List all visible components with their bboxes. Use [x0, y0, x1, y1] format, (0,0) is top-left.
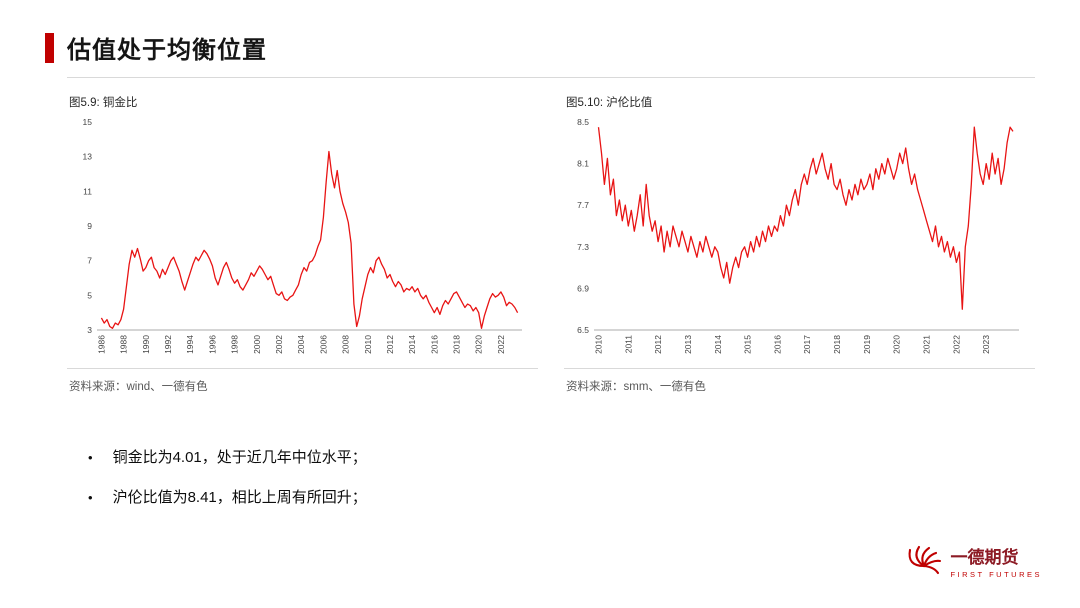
figure-source: 资料来源：smm、一德有色 [566, 381, 706, 393]
svg-text:8.5: 8.5 [577, 117, 589, 127]
svg-text:3: 3 [87, 325, 92, 335]
summary-bullets: • 铜金比为4.01，处于近几年中位水平； • 沪伦比值为8.41，相比上周有所… [88, 446, 1080, 507]
svg-text:5: 5 [87, 290, 92, 300]
logo-name: 一德期货 [950, 548, 1019, 568]
title-row: 估值处于均衡位置 [0, 0, 1080, 65]
figure-divider [564, 368, 1035, 369]
bullet-text: 铜金比为4.01，处于近几年中位水平； [112, 449, 367, 466]
svg-text:11: 11 [83, 186, 92, 196]
svg-text:2023: 2023 [981, 335, 991, 354]
charts-row: 图5.9: 铜金比 3 5 7 9 11 13 15 1986 1988 1990 1992 1994… [67, 94, 1035, 394]
bullet-marker: • [88, 490, 93, 505]
svg-text:1996: 1996 [207, 335, 217, 354]
svg-text:2004: 2004 [296, 335, 306, 354]
svg-text:2018: 2018 [452, 335, 462, 354]
bullet-marker: • [88, 450, 93, 465]
bullet-copper-gold: • 铜金比为4.01，处于近几年中位水平； [88, 446, 1080, 467]
svg-text:2022: 2022 [951, 335, 961, 354]
svg-text:2020: 2020 [474, 335, 484, 354]
bullet-shfe-lme: • 沪伦比值为8.41，相比上周有所回升； [88, 486, 1080, 507]
svg-text:7: 7 [87, 256, 92, 266]
page-title: 估值处于均衡位置 [67, 37, 267, 64]
shfe-lme-ratio-chart: 6.5 6.9 7.3 7.7 8.1 8.5 2010 2011 2012 2013 2014 20… [577, 117, 1019, 354]
svg-text:2022: 2022 [496, 335, 506, 354]
svg-text:2016: 2016 [429, 335, 439, 354]
svg-text:1998: 1998 [230, 335, 240, 354]
svg-text:2021: 2021 [922, 335, 932, 354]
figure-divider [67, 368, 538, 369]
bullet-text: 沪伦比值为8.41，相比上周有所回升； [112, 489, 367, 506]
copper-gold-ratio-chart: 3 5 7 9 11 13 15 1986 1988 1990 1992 1994 1996 1998 20… [83, 117, 522, 354]
svg-text:2015: 2015 [743, 335, 753, 354]
svg-text:6.9: 6.9 [577, 283, 589, 293]
svg-text:2010: 2010 [593, 335, 603, 354]
svg-text:2012: 2012 [385, 335, 395, 354]
svg-text:2011: 2011 [623, 335, 633, 354]
svg-text:2002: 2002 [274, 335, 284, 354]
svg-text:2020: 2020 [892, 335, 902, 354]
svg-text:2000: 2000 [252, 335, 262, 354]
svg-text:1986: 1986 [96, 335, 106, 354]
svg-text:2013: 2013 [683, 335, 693, 354]
svg-text:2014: 2014 [713, 335, 723, 354]
figure-copper-gold-ratio: 图5.9: 铜金比 3 5 7 9 11 13 15 1986 1988 1990 1992 1994… [67, 94, 538, 394]
svg-text:1990: 1990 [141, 335, 151, 354]
svg-text:2012: 2012 [653, 335, 663, 354]
svg-text:7.3: 7.3 [577, 242, 589, 252]
figure-caption: 图5.10: 沪伦比值 [566, 97, 653, 109]
svg-text:2017: 2017 [802, 335, 812, 354]
first-futures-logo-icon [908, 545, 942, 575]
svg-text:8.1: 8.1 [577, 159, 589, 169]
logo-text: 一德期货 FIRST FUTURES [950, 548, 1042, 579]
svg-text:9: 9 [87, 221, 92, 231]
svg-text:7.7: 7.7 [577, 200, 589, 210]
svg-text:1988: 1988 [119, 335, 129, 354]
svg-text:2016: 2016 [772, 335, 782, 354]
first-futures-logo: 一德期货 FIRST FUTURES [903, 544, 1042, 584]
figure-shfe-lme-ratio: 图5.10: 沪伦比值 6.5 6.9 7.3 7.7 8.1 8.5 2010 2011 20… [564, 94, 1035, 394]
svg-text:15: 15 [83, 117, 93, 127]
figure-caption: 图5.9: 铜金比 [69, 97, 138, 109]
svg-text:1994: 1994 [185, 335, 195, 354]
logo-subtitle: FIRST FUTURES [950, 569, 1042, 579]
svg-text:2008: 2008 [341, 335, 351, 354]
svg-text:13: 13 [83, 152, 93, 162]
svg-text:2006: 2006 [318, 335, 328, 354]
svg-text:2010: 2010 [363, 335, 373, 354]
svg-text:6.5: 6.5 [577, 325, 589, 335]
title-divider [67, 77, 1035, 78]
figure-source: 资料来源：wind、一德有色 [69, 381, 208, 393]
svg-text:1992: 1992 [163, 335, 173, 354]
svg-text:2014: 2014 [407, 335, 417, 354]
svg-text:2019: 2019 [862, 335, 872, 354]
title-accent-bar [45, 32, 54, 63]
svg-text:2018: 2018 [832, 335, 842, 354]
